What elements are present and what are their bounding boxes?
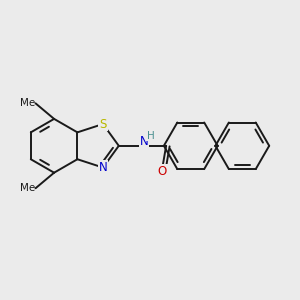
Text: N: N — [99, 161, 107, 174]
Text: O: O — [158, 165, 167, 178]
Text: Me: Me — [20, 98, 36, 108]
Text: Me: Me — [20, 183, 36, 193]
Text: H: H — [147, 131, 154, 141]
Text: S: S — [99, 118, 107, 130]
Text: N: N — [140, 135, 148, 148]
